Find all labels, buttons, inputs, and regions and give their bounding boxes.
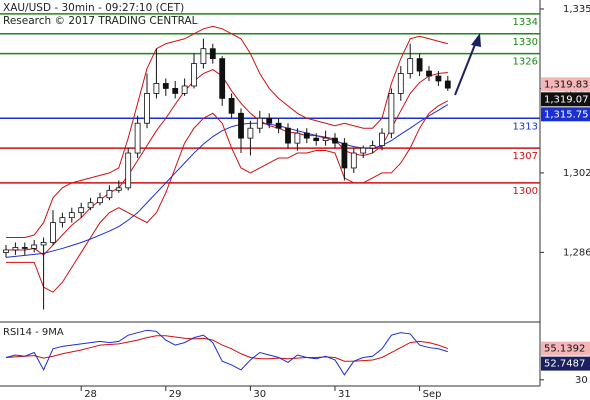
price-tag [541,92,590,107]
candle-body [238,112,244,139]
candle-body [200,48,207,65]
candle-body [134,122,141,154]
candle-body [294,132,301,144]
rsi-y-tick-label: 30 [575,375,588,386]
candle-body [379,132,385,146]
candle-body [106,189,113,199]
candle-body [397,73,404,94]
candle-body [303,132,310,139]
overlay-line [6,100,449,293]
chart-title: XAU/USD - 30min - 09:27:10 (CET) [3,2,184,14]
candle-body [181,85,188,94]
rsi-tag-label: 52.7487 [544,359,585,370]
candle-body [256,117,263,129]
candle-body [332,137,338,144]
candle-body [350,152,357,169]
candle-body [285,127,291,144]
candle-body [435,75,442,82]
x-tick-label: 31 [338,389,351,400]
candle-body [68,212,75,219]
candle-body [360,147,367,154]
arrow-head [471,33,481,47]
level-label: 1300 [513,186,538,197]
level-label: 1313 [513,121,538,132]
level-label: 1326 [513,57,538,68]
candle-body [21,247,28,249]
candle-body [144,93,150,124]
candle-body [50,222,56,243]
x-tick-label: Sep [423,389,442,400]
candle-body [125,152,132,189]
candle-body [12,247,19,251]
candle-body [162,83,169,89]
candle-body [172,88,179,94]
candle-body [275,122,282,129]
x-tick-label: 30 [253,389,266,400]
candle-body [416,58,423,72]
candle-body [219,58,226,99]
overlay-line [6,68,448,256]
candle-body [78,207,85,214]
price-tag [541,77,590,92]
price-tag-label: 1,319.07 [544,94,589,105]
candle-body [266,117,273,124]
candle-body [341,142,348,169]
forecast-arrow [454,41,477,96]
rsi-title: RSI14 - 9MA [3,327,64,338]
candle-body [369,145,376,149]
candle-body [97,197,103,204]
candle-body [59,217,66,224]
price-tag-label: 1,319.83 [544,79,589,90]
price-tag [541,107,590,122]
level-label: 1334 [513,17,538,28]
candle-body [247,127,254,139]
candle-body [322,137,329,142]
x-tick-label: 28 [84,389,97,400]
candle-body [87,202,94,209]
level-label: 1307 [513,151,538,162]
level-label: 1330 [513,37,538,48]
rsi-tag [541,356,590,371]
candle-body [228,97,235,114]
rsi-ma-line [5,335,448,362]
candle-body [313,137,320,142]
overlay-line [6,25,448,239]
candle-body [444,80,451,89]
chart-subtitle: Research © 2017 TRADING CENTRAL [3,15,198,27]
rsi-tag-label: 55.1392 [544,344,585,355]
candle-body [191,63,197,87]
candle-body [426,70,432,77]
candle-body [31,244,38,249]
candle-body [209,48,216,60]
rsi-tag [541,341,590,356]
x-tick-label: 29 [169,389,182,400]
candle-body [153,83,160,94]
candle-body [40,242,47,246]
price-tag-label: 1,315.75 [544,109,589,120]
candle-body [3,249,9,253]
candle-body [388,93,395,134]
y-tick-label: 1,286 [563,247,590,258]
rsi-line [5,329,448,376]
y-tick-label: 1,302 [563,168,590,179]
candle-body [407,58,414,74]
y-tick-label: 1,335 [563,4,590,15]
candle-body [115,187,122,191]
